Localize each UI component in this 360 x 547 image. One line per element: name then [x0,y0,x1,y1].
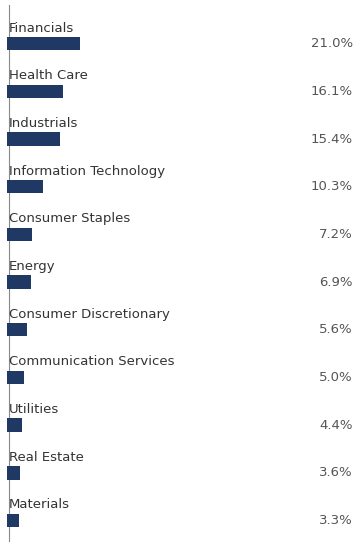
Text: 3.3%: 3.3% [319,514,353,527]
Bar [7,37,80,50]
Text: 6.9%: 6.9% [319,276,353,289]
Text: 5.0%: 5.0% [319,371,353,384]
Text: 4.4%: 4.4% [319,418,353,432]
Text: Consumer Discretionary: Consumer Discretionary [9,308,170,321]
Bar [7,85,63,98]
Text: Industrials: Industrials [9,117,78,130]
Text: Communication Services: Communication Services [9,356,175,369]
Text: Utilities: Utilities [9,403,59,416]
Text: 16.1%: 16.1% [311,85,353,98]
Bar [7,275,31,289]
Bar [7,132,60,146]
Bar [7,514,19,527]
Bar [7,180,43,194]
Bar [7,228,32,241]
Bar [7,466,20,480]
Text: 10.3%: 10.3% [311,180,353,193]
Text: 21.0%: 21.0% [311,37,353,50]
Text: Information Technology: Information Technology [9,165,165,178]
Text: Financials: Financials [9,21,74,34]
Bar [7,371,24,384]
Bar [7,323,27,336]
Text: Materials: Materials [9,498,70,511]
Text: Energy: Energy [9,260,55,273]
Text: Consumer Staples: Consumer Staples [9,212,130,225]
Text: 5.6%: 5.6% [319,323,353,336]
Text: 7.2%: 7.2% [319,228,353,241]
Text: Health Care: Health Care [9,69,88,82]
Text: Real Estate: Real Estate [9,451,84,464]
Text: 3.6%: 3.6% [319,467,353,479]
Bar [7,418,22,432]
Text: 15.4%: 15.4% [311,132,353,146]
